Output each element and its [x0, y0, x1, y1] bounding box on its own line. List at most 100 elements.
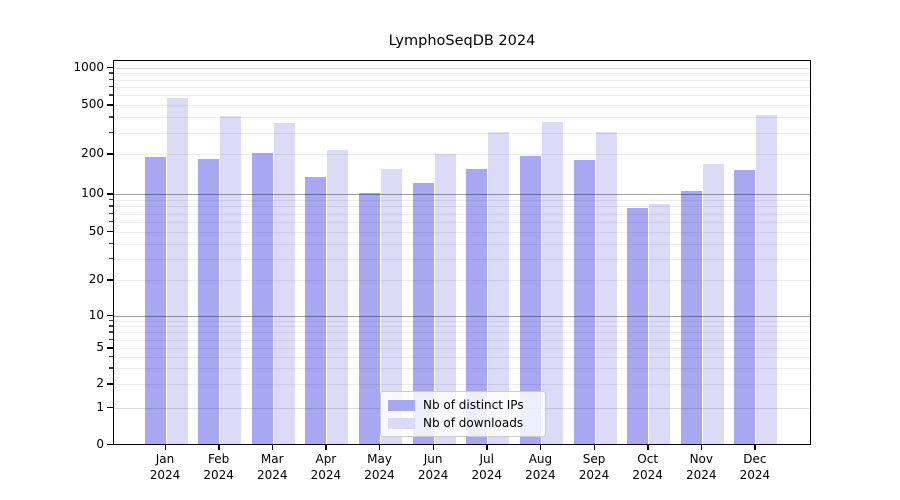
x-tick-label: Dec 2024 — [739, 452, 771, 482]
bar-downloads-nov — [702, 163, 724, 444]
y-tick-label: 50 — [88, 223, 104, 238]
bar-ips-aug — [519, 155, 541, 444]
x-tick-label: Nov 2024 — [686, 452, 717, 482]
gridline-minor — [114, 79, 810, 81]
x-tick-mark — [271, 445, 274, 450]
y-tick-label: 1000 — [73, 59, 104, 74]
y-minor-tick-mark — [109, 338, 113, 341]
x-tick-label: Apr 2024 — [310, 452, 342, 482]
x-tick-mark — [218, 445, 220, 450]
bar-downloads-mar — [273, 123, 295, 444]
x-tick-label: Sep 2024 — [578, 452, 610, 482]
y-minor-tick-mark — [109, 220, 113, 223]
x-tick-mark — [593, 445, 595, 450]
y-minor-tick-mark — [109, 230, 113, 233]
x-tick-mark — [647, 445, 649, 450]
x-tick-mark — [379, 445, 381, 450]
y-tick-mark — [107, 444, 113, 446]
x-tick-mark — [164, 445, 166, 450]
legend-swatch-downloads — [388, 417, 415, 429]
gridline-major — [114, 67, 810, 69]
legend: Nb of distinct IPs Nb of downloads — [380, 391, 546, 437]
y-minor-tick-mark — [109, 367, 113, 369]
y-minor-tick-mark — [109, 153, 113, 155]
y-tick-mark — [107, 406, 113, 409]
y-minor-tick-mark — [109, 242, 113, 244]
y-minor-tick-mark — [109, 116, 113, 118]
bar-ips-nov — [680, 190, 702, 444]
y-minor-tick-mark — [109, 131, 113, 133]
y-minor-tick-mark — [109, 325, 113, 327]
bar-ips-feb — [198, 158, 220, 444]
chart-title: LymphoSeqDB 2024 — [388, 33, 536, 49]
y-minor-tick-mark — [109, 94, 113, 96]
bar-ips-mar — [251, 153, 273, 444]
bar-downloads-dec — [756, 115, 778, 444]
y-minor-tick-mark — [109, 257, 113, 260]
gridline-minor — [114, 95, 810, 97]
bar-downloads-may — [381, 168, 403, 444]
bar-downloads-feb — [220, 116, 242, 444]
plot-area: Nb of distinct IPs Nb of downloads — [113, 60, 811, 445]
y-minor-tick-mark — [109, 331, 113, 333]
y-minor-tick-mark — [109, 104, 113, 106]
x-tick-label: Jan 2024 — [149, 452, 181, 482]
bar-ips-jul — [466, 169, 488, 444]
gridline-minor — [114, 87, 810, 89]
bar-ips-oct — [627, 208, 649, 444]
bar-ips-sep — [573, 160, 595, 444]
x-tick-mark — [700, 445, 703, 450]
x-tick-mark — [754, 445, 756, 450]
gridline-minor — [114, 73, 810, 75]
x-tick-label: May 2024 — [364, 452, 395, 482]
y-tick-label: 0 — [96, 437, 104, 451]
x-tick-label: Mar 2024 — [256, 452, 288, 482]
y-tick-label: 200 — [81, 146, 104, 161]
y-tick-label: 10 — [88, 307, 104, 322]
x-tick-mark — [486, 445, 488, 450]
x-tick-mark — [325, 445, 327, 450]
legend-item-distinct-ips: Nb of distinct IPs — [388, 398, 538, 412]
bar-downloads-jan — [166, 98, 188, 444]
bar-ips-jan — [144, 156, 166, 444]
x-tick-label: Aug 2024 — [525, 452, 556, 482]
bar-ips-dec — [734, 169, 756, 444]
x-tick-label: Jun 2024 — [417, 452, 449, 482]
x-tick-label: Feb 2024 — [203, 452, 234, 482]
x-tick-label: Jul 2024 — [471, 452, 503, 482]
legend-label-downloads: Nb of downloads — [423, 416, 524, 430]
y-tick-label: 100 — [81, 186, 104, 201]
y-minor-tick-mark — [109, 319, 113, 322]
bar-downloads-sep — [595, 131, 617, 444]
y-tick-mark — [107, 193, 113, 195]
gridline-minor — [114, 154, 810, 156]
bar-ips-jun — [412, 182, 434, 444]
y-minor-tick-mark — [109, 279, 113, 281]
y-tick-label: 1 — [96, 399, 104, 414]
gridline-minor — [114, 117, 810, 119]
bar-downloads-jul — [488, 131, 510, 444]
legend-label-distinct-ips: Nb of distinct IPs — [423, 398, 524, 412]
y-tick-label: 20 — [88, 272, 104, 287]
y-minor-tick-mark — [109, 212, 113, 214]
x-tick-mark — [432, 445, 435, 450]
y-tick-mark — [107, 66, 113, 69]
legend-item-downloads: Nb of downloads — [388, 416, 538, 430]
gridline-minor — [114, 105, 810, 107]
bar-downloads-apr — [327, 149, 349, 444]
x-tick-mark — [539, 445, 542, 450]
y-minor-tick-mark — [109, 86, 113, 88]
y-tick-mark — [107, 314, 113, 317]
bar-ips-apr — [305, 176, 327, 444]
bar-downloads-oct — [649, 204, 671, 444]
x-tick-label: Oct 2024 — [632, 452, 663, 482]
y-minor-tick-mark — [109, 347, 113, 349]
bar-downloads-aug — [541, 121, 563, 444]
y-tick-label: 2 — [96, 376, 104, 391]
y-tick-label: 500 — [81, 97, 104, 112]
y-minor-tick-mark — [109, 356, 113, 358]
y-minor-tick-mark — [109, 78, 113, 81]
bar-downloads-jun — [434, 154, 456, 444]
gridline-minor — [114, 132, 810, 134]
